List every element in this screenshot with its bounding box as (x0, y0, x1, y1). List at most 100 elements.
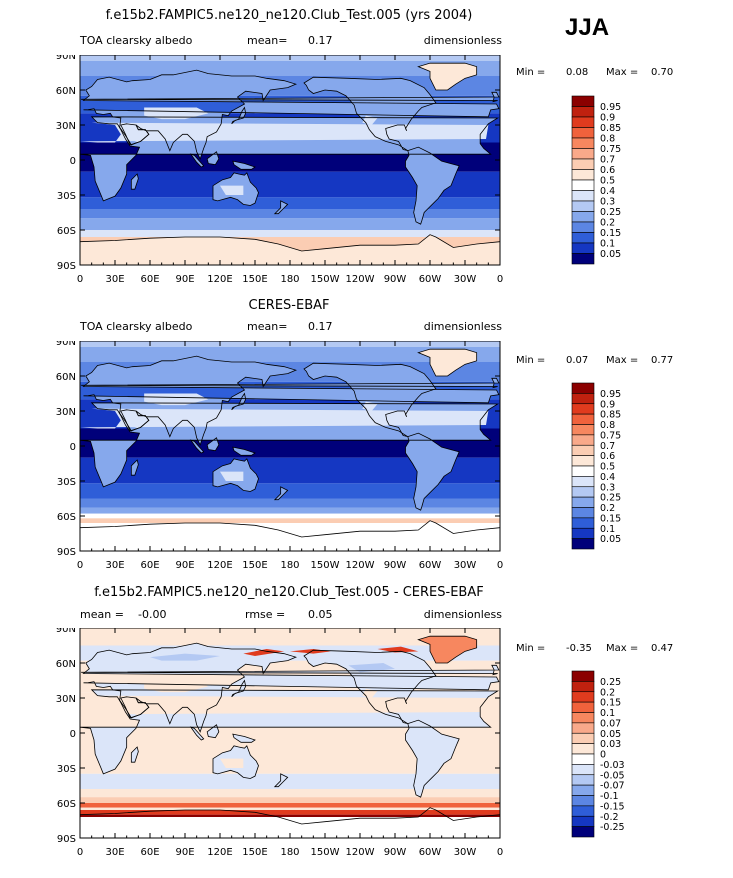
colorbar-level: -0.05 (600, 770, 625, 781)
desert-region (80, 695, 489, 716)
colorbar-swatch (571, 670, 595, 682)
max-label: Max = (606, 643, 639, 654)
colorbar-swatch (571, 527, 595, 539)
coastline-borneo (206, 437, 220, 452)
desert-region (220, 471, 244, 481)
x-tick-label: 90W (384, 847, 407, 858)
desert-region (144, 393, 209, 406)
land-sumatra (190, 727, 204, 740)
coastline-newguinea (232, 160, 256, 170)
coastline-northAmerica (303, 649, 437, 725)
colorbar-swatch (571, 538, 595, 550)
colorbar-level: 0.95 (600, 389, 621, 400)
land-madagascar (131, 174, 139, 190)
colorbar-swatch (571, 413, 595, 425)
colorbar-swatch (571, 424, 595, 436)
land-madagascar (131, 747, 139, 763)
colorbar-swatch (571, 517, 595, 529)
x-tick-label: 120W (346, 847, 375, 858)
colorbar-level: 0.4 (600, 186, 615, 197)
colorbar-level: -0.2 (600, 812, 619, 823)
x-tick-label: 90E (175, 847, 194, 858)
colorbar-level: -0.07 (600, 781, 625, 792)
x-tick-label: 30E (105, 560, 124, 571)
colorbar-level: 0.7 (600, 155, 615, 166)
arctic-anomaly (243, 649, 285, 656)
colorbar-swatch (571, 753, 595, 765)
colorbar-swatch (571, 764, 595, 776)
colorbar-level: 0.75 (600, 430, 621, 441)
colorbar-swatch (571, 795, 595, 807)
coastline-uk (81, 91, 500, 103)
land-southAmerica (405, 720, 460, 798)
colorbar-level: -0.15 (600, 801, 625, 812)
y-tick-label: 60N (56, 659, 76, 670)
panel-title: f.e15b2.FAMPIC5.ne120_ne120.Club_Test.00… (105, 8, 473, 23)
x-tick-label: 150E (242, 274, 267, 285)
colorbar-level: 0.1 (600, 708, 615, 719)
colorbar-level: 0.4 (600, 472, 615, 483)
max-value: 0.77 (651, 355, 674, 366)
lat-band (80, 498, 500, 508)
map-svg: 0 30E 60E 90E 120E 150E 180 150W 120W 90W 60W 30W 09… (56, 628, 503, 858)
colorbar-level: 0.95 (600, 102, 621, 113)
colorbar-swatch (571, 221, 595, 233)
coastline-southAmerica (405, 432, 460, 511)
colorbar-swatch (571, 691, 595, 703)
land-borneo (207, 151, 219, 165)
x-tick-label: 90E (175, 274, 194, 285)
x-tick-label: 150E (242, 847, 267, 858)
coastline-africa (80, 689, 500, 775)
desert-region (80, 122, 489, 143)
colorbar-swatch (571, 486, 595, 498)
coastline-antarctica (80, 520, 500, 538)
colorbar-swatch (571, 148, 595, 160)
colorbar-level: 0.15 (600, 228, 621, 239)
colorbar-swatch (571, 179, 595, 191)
coastline-antarctica (80, 234, 500, 252)
coastline-japan (231, 106, 247, 125)
x-tick-label: 60W (419, 847, 442, 858)
boreal-anomaly (150, 653, 220, 661)
coastline-arabia (120, 409, 150, 432)
colorbar-swatch (571, 815, 595, 827)
colorbar-swatch (571, 701, 595, 713)
colorbar-swatch (571, 158, 595, 170)
x-tick-label: 150E (242, 560, 267, 571)
max-label: Max = (606, 67, 639, 78)
coastline-eurasia (82, 69, 500, 160)
y-tick-label: 60S (57, 799, 76, 810)
coastline-eurasia (82, 355, 500, 446)
lat-band (80, 197, 500, 209)
lat-band (80, 797, 500, 803)
lat-band (80, 507, 500, 514)
y-tick-label: 0 (70, 442, 76, 453)
colorbar-level: 0.25 (600, 493, 621, 504)
coastline-northAmerica (303, 362, 437, 438)
desert-region (124, 700, 148, 716)
coastline-madagascar (130, 173, 139, 190)
land-southAmerica (405, 147, 460, 225)
x-tick-label: 60W (419, 560, 442, 571)
coastline-sumatra (189, 153, 205, 168)
coastline-madagascar (130, 459, 139, 476)
x-tick-label: 0 (497, 560, 503, 571)
lat-band (80, 483, 500, 499)
lat-band (80, 230, 500, 237)
colorbar-swatch (571, 137, 595, 149)
lat-band (80, 773, 500, 789)
coastline-australia (212, 745, 259, 779)
colorbar-level: 0.8 (600, 420, 615, 431)
colorbar-swatch (571, 722, 595, 734)
x-tick-label: 180 (280, 274, 299, 285)
x-tick-label: 0 (77, 274, 83, 285)
coastline-greenland (417, 348, 478, 377)
min-label: Min = (516, 643, 546, 654)
colorbar-level: -0.1 (600, 791, 619, 802)
coastline-japan (231, 392, 247, 411)
y-tick-label: 90S (57, 547, 76, 558)
coastline-africa (80, 402, 500, 488)
colorbar-swatch (571, 190, 595, 202)
coastline-madagascar (130, 746, 139, 763)
y-tick-label: 30N (56, 407, 76, 418)
